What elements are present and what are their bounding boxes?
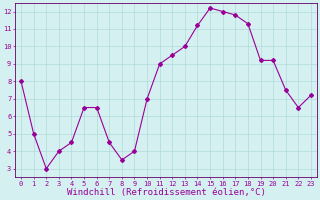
X-axis label: Windchill (Refroidissement éolien,°C): Windchill (Refroidissement éolien,°C) [67, 188, 265, 197]
